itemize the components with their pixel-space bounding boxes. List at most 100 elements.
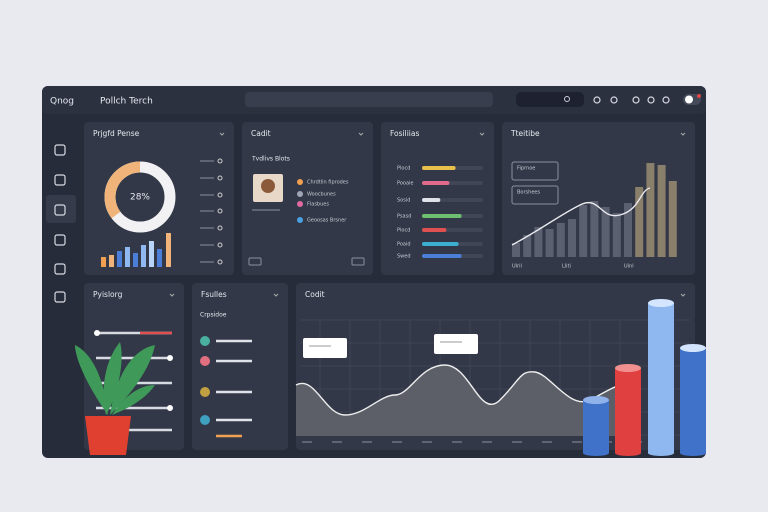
trend-bar xyxy=(590,201,599,257)
panel-title: Tteitibe xyxy=(510,129,540,138)
row-label: Sosid xyxy=(397,198,410,204)
trend-bar xyxy=(545,229,554,257)
legend-dot xyxy=(217,259,223,265)
panel-title: Pyislorg xyxy=(93,290,123,299)
panel-button[interactable] xyxy=(351,257,365,266)
item-label: Geoosas Brsner xyxy=(307,218,347,224)
cylinder-base xyxy=(615,450,641,456)
donut-arc xyxy=(104,161,141,219)
x-label: Ulril xyxy=(512,264,522,270)
item-label: Chrdtlin fiprodes xyxy=(307,180,349,186)
panel-title: Codit xyxy=(305,290,325,299)
bar-fill xyxy=(422,214,462,218)
toggle-knob xyxy=(685,95,693,104)
trend-line xyxy=(511,187,651,246)
area-line xyxy=(295,364,641,416)
sidebar-icon[interactable] xyxy=(54,263,66,275)
search-icon[interactable] xyxy=(564,96,570,102)
panel-menu xyxy=(169,293,175,297)
sidebar-icon[interactable] xyxy=(54,234,66,246)
trend-bar xyxy=(624,203,632,257)
sidebar-icon[interactable] xyxy=(54,174,66,186)
slider-knob[interactable] xyxy=(167,405,173,411)
item-icon xyxy=(297,201,303,207)
bar-fill xyxy=(422,254,462,258)
toolbar-icon[interactable] xyxy=(647,96,655,104)
mini-bar xyxy=(157,249,162,267)
toolbar-icon[interactable] xyxy=(593,96,601,104)
cylinder-top xyxy=(648,299,674,307)
toolbar-icon[interactable] xyxy=(610,96,618,104)
cylinder xyxy=(583,400,609,453)
legend-dot xyxy=(217,192,223,198)
sidebar-icon[interactable] xyxy=(54,204,66,216)
item-icon xyxy=(297,191,303,197)
bar-fill xyxy=(422,242,459,246)
legend-dot xyxy=(217,225,223,231)
bar-fill xyxy=(422,198,441,202)
logo: Qnog xyxy=(50,97,74,107)
cylinder xyxy=(615,368,641,453)
item-label: Flasbues xyxy=(307,202,329,208)
search-box[interactable] xyxy=(245,92,493,107)
note-text: Borshees xyxy=(517,190,540,196)
trend-bar xyxy=(556,223,565,257)
panel-menu xyxy=(479,132,485,136)
row-label: Plocd xyxy=(397,166,410,172)
trend-bar xyxy=(635,187,644,257)
panel xyxy=(192,283,288,450)
panel-menu xyxy=(680,293,686,297)
search-field[interactable] xyxy=(516,92,584,107)
bar-fill xyxy=(422,228,447,232)
legend-dot xyxy=(217,175,223,181)
trend-bar xyxy=(523,235,532,257)
note-box xyxy=(511,161,559,181)
trend-bar xyxy=(612,213,621,257)
tooltip xyxy=(434,334,478,354)
item-icon xyxy=(297,217,303,223)
trend-bar xyxy=(512,243,520,257)
tooltip xyxy=(303,338,347,358)
panel-button[interactable] xyxy=(248,257,262,266)
x-label: Lliti xyxy=(562,264,571,270)
toolbar-icon[interactable] xyxy=(632,96,640,104)
row-label: Pooaie xyxy=(397,181,413,187)
note-text: Fiprnoe xyxy=(517,166,535,172)
sidebar-selected xyxy=(46,195,76,223)
bar-fill xyxy=(422,166,456,170)
mini-bar xyxy=(101,257,106,267)
sidebar-icon[interactable] xyxy=(54,291,66,303)
cylinder-base xyxy=(648,450,674,456)
plant-leaf xyxy=(110,345,155,415)
slider-knob[interactable] xyxy=(94,330,100,336)
trend-bar xyxy=(579,205,588,257)
cylinder-top xyxy=(680,344,706,352)
mini-bar xyxy=(117,251,122,267)
legend-dot xyxy=(217,242,223,248)
row-label: Poaid xyxy=(397,242,411,248)
plant-leaf xyxy=(112,385,155,415)
cylinder-base xyxy=(680,450,706,456)
notification-dot xyxy=(697,94,701,98)
plant-leaf xyxy=(103,342,122,415)
sidebar-icon[interactable] xyxy=(54,144,66,156)
toolbar-icon[interactable] xyxy=(662,96,670,104)
panel-title: Fosiliias xyxy=(390,129,419,138)
cylinder xyxy=(680,348,706,453)
panel-menu xyxy=(680,132,686,136)
panel-subtitle: Tvdlivs Blots xyxy=(251,156,290,163)
cylinder-top xyxy=(583,396,609,404)
plant-leaf xyxy=(75,345,108,415)
cylinder-base xyxy=(583,450,609,456)
item-label: Woocbunes xyxy=(307,192,336,198)
app-title: Pollch Terch xyxy=(100,97,153,107)
trend-bar xyxy=(534,227,543,257)
list-avatar xyxy=(200,387,210,397)
panel-menu xyxy=(219,132,225,136)
slider-knob[interactable] xyxy=(167,355,173,361)
panel-title: Prjgfd Pense xyxy=(93,129,140,138)
bar-fill xyxy=(422,181,450,185)
panel xyxy=(242,122,373,275)
